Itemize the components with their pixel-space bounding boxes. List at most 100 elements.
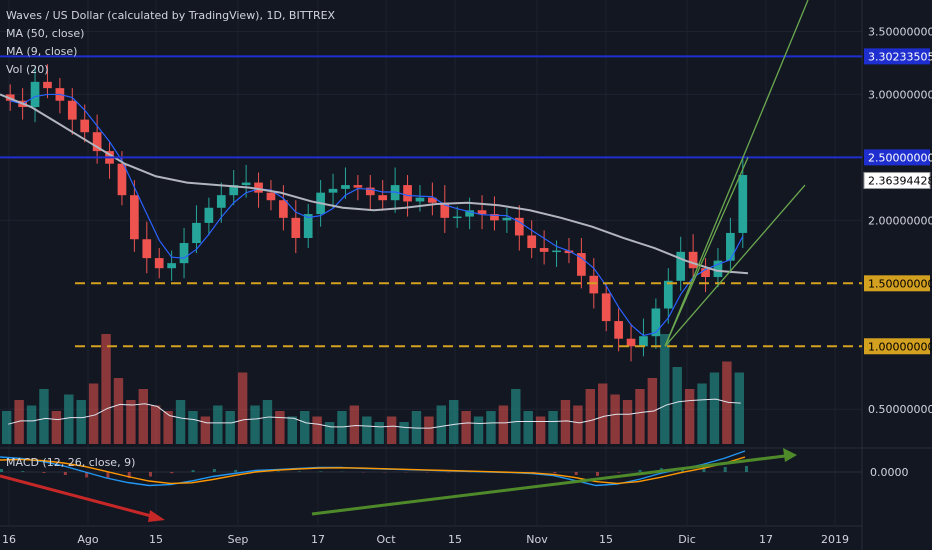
volume-bar-18 [225,411,235,444]
volume-bar-49 [610,394,620,444]
volume-bar-40 [498,405,509,444]
volume-bar-39 [486,411,496,444]
macd-histogram-bar-8 [170,472,174,474]
volume-bar-55 [684,389,695,444]
volume-bar-14 [175,400,186,444]
price-axis-tick-3: 0.50000000 [868,403,932,416]
macd-histogram-bar-14 [298,471,301,472]
volume-bar-10 [126,400,136,444]
candle-body-14 [179,243,189,264]
macd-histogram-bar-25 [532,472,536,473]
candle-body-5 [67,100,77,120]
volume-bar-21 [262,400,273,444]
price-label-text-1: 2.50000000 [868,151,932,164]
volume-bar-54 [672,367,682,444]
time-axis-tick-4: 17 [311,533,325,546]
volume-bar-33 [411,411,422,444]
candle-body-17 [216,195,226,208]
indicator-volume-label[interactable]: Vol (20) [6,63,49,76]
candle-body-9 [117,163,127,196]
volume-bar-51 [635,389,645,444]
volume-bar-56 [697,383,707,444]
macd-histogram-bar-3 [63,472,67,475]
macd-histogram-bar-9 [191,470,195,472]
time-axis-tick-5: Oct [376,533,396,546]
price-label-text-0: 3.30233505 [868,50,932,63]
macd-histogram-bar-0 [0,469,3,472]
volume-bar-30 [374,422,384,444]
candle-body-30 [378,195,388,201]
time-axis-tick-3: Sep [228,533,249,546]
macd-histogram-bar-6 [127,472,131,478]
volume-bar-43 [535,416,546,444]
macd-histogram-bar-33 [702,468,706,472]
time-axis-tick-10: 17 [759,533,773,546]
time-axis-tick-8: 15 [599,533,613,546]
volume-bar-9 [113,378,124,444]
volume-bar-48 [598,383,608,444]
time-axis-tick-11: 2019 [821,533,849,546]
volume-bar-25 [312,416,322,444]
volume-bar-45 [560,400,571,444]
volume-bar-0 [2,411,12,444]
candle-body-33 [415,197,425,202]
volume-bar-22 [275,411,285,444]
candle-body-15 [192,222,201,244]
candle-body-18 [229,185,239,196]
volume-bar-19 [237,372,248,444]
volume-bar-35 [436,405,446,444]
indicator-ma9-label[interactable]: MA (9, close) [6,45,78,58]
candle-body-58 [726,232,735,261]
candle-body-6 [80,119,90,133]
volume-bar-47 [585,389,595,444]
chart-title: Waves / US Dollar (calculated by Trading… [6,9,336,22]
candle-body-59 [738,175,748,233]
volume-bar-3 [39,389,49,444]
candle-body-52 [651,308,661,337]
candle-body-7 [92,132,102,152]
volume-bar-53 [660,334,670,444]
candle-body-35 [440,202,450,218]
price-label-box-1 [864,149,930,166]
volume-bar-5 [64,394,74,444]
volume-bar-12 [151,405,161,444]
price-axis-tick-0: 3.50000000 [868,25,932,38]
candle-body-10 [130,195,139,240]
macd-histogram-bar-26 [553,472,557,474]
volume-bar-37 [461,411,471,444]
volume-bar-59 [734,372,744,444]
macd-axis-tick-0: 0.0000 [870,466,909,479]
macd-histogram-bar-27 [574,472,578,475]
price-label-box-2 [863,172,931,190]
macd-histogram-bar-10 [212,469,216,472]
candle-body-13 [167,263,176,269]
candle-body-46 [577,253,586,276]
volume-ma-line [8,398,741,429]
bearish-divergence-arrow [0,474,156,519]
volume-bar-42 [523,411,533,444]
price-label-text-2: 2.36394428 [868,175,932,188]
volume-bar-4 [51,411,62,444]
macd-indicator-label[interactable]: MACD (12, 26, close, 9) [6,456,136,469]
ma9-line [10,93,744,337]
volume-bar-11 [138,389,148,444]
macd-signal-line [0,456,746,485]
volume-bar-1 [14,400,24,444]
candle-body-45 [564,250,574,254]
candle-body-43 [539,248,549,252]
volume-bar-2 [26,405,37,444]
candle-body-39 [490,214,499,221]
volume-bar-23 [287,416,297,444]
price-label-box-0 [864,48,930,65]
price-axis-tick-2: 2.00000000 [868,214,932,227]
candle-body-12 [154,258,164,269]
candle-body-31 [390,185,400,201]
candle-body-29 [365,187,375,196]
indicator-ma50-label[interactable]: MA (50, close) [6,27,85,40]
candle-body-51 [639,336,648,347]
macd-histogram-bar-1 [21,471,25,472]
price-label-box-4 [864,338,930,355]
volume-bar-50 [622,400,633,444]
